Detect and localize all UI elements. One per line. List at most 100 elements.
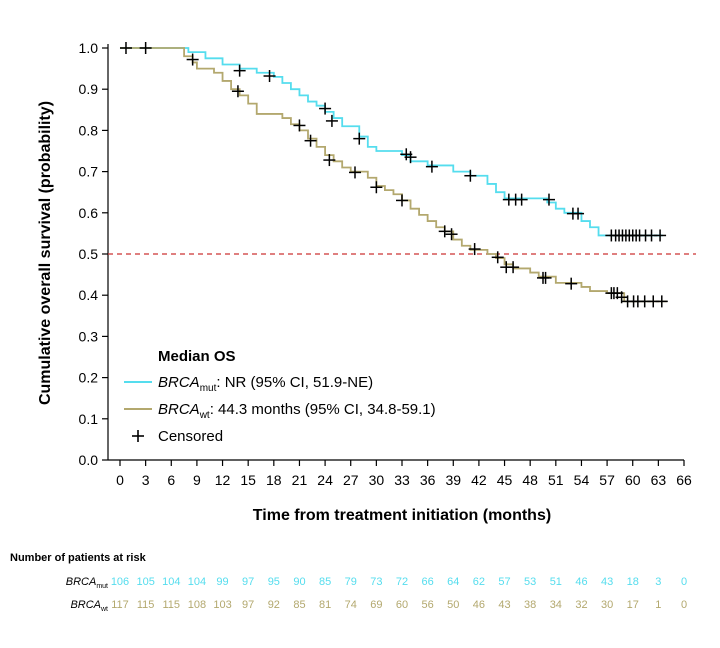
y-tick-label: 0.7 — [79, 164, 99, 180]
y-tick-label: 0.2 — [79, 370, 99, 386]
risk-value: 17 — [627, 599, 639, 611]
censored-marker-brcamut — [464, 169, 477, 182]
censored-marker-brcawt — [231, 85, 244, 98]
x-tick-label: 39 — [445, 472, 461, 488]
x-tick-label: 12 — [215, 472, 231, 488]
censored-marker-brcawt — [655, 295, 668, 308]
x-tick-label: 54 — [574, 472, 590, 488]
x-tick-label: 45 — [497, 472, 513, 488]
censored-marker-brcamut — [515, 193, 528, 206]
x-tick-label: 51 — [548, 472, 564, 488]
risk-value: 1 — [655, 599, 661, 611]
censored-marker-brcawt — [438, 225, 451, 238]
risk-value: 104 — [162, 576, 180, 588]
axes-layer: 0.0 0.1 0.2 0.3 0.4 0.5 0.6 0.7 0.8 0.9 1.0 0 3 6 9 12 1… — [79, 40, 692, 488]
x-tick-label: 42 — [471, 472, 487, 488]
y-tick-label: 0.6 — [79, 205, 99, 221]
risk-row-label-mut: BRCAmut — [66, 576, 108, 590]
risk-value: 46 — [575, 576, 587, 588]
risk-value: 32 — [575, 599, 587, 611]
x-tick-label: 0 — [116, 472, 124, 488]
censored-marker-brcamut — [353, 132, 366, 145]
risk-value: 81 — [319, 599, 331, 611]
risk-table-title: Number of patients at risk — [10, 552, 147, 564]
censored-marker-brcamut — [119, 42, 132, 54]
y-tick-label: 0.1 — [79, 411, 99, 427]
risk-value: 73 — [370, 576, 382, 588]
censored-marker-brcamut — [542, 193, 555, 206]
censored-marker-brcawt — [507, 261, 520, 274]
censored-marker-brcamut — [319, 102, 332, 115]
risk-value: 46 — [473, 599, 485, 611]
censored-marker-brcawt — [445, 228, 458, 241]
risk-value: 115 — [162, 599, 180, 611]
y-tick-label: 0.3 — [79, 328, 99, 344]
x-axis-title: Time from treatment initiation (months) — [253, 507, 551, 524]
risk-value: 57 — [498, 576, 510, 588]
legend-label-censored: Censored — [158, 428, 223, 445]
y-tick-label: 1.0 — [79, 40, 99, 56]
risk-value: 103 — [213, 599, 231, 611]
x-tick-label: 27 — [343, 472, 359, 488]
x-tick-label: 66 — [676, 472, 692, 488]
risk-value: 92 — [268, 599, 280, 611]
x-tick-label: 18 — [266, 472, 282, 488]
x-tick-label: 30 — [369, 472, 385, 488]
censored-marker-brcawt — [396, 194, 408, 207]
censored-marker-brcawt — [491, 251, 504, 264]
censored-marker-brcamut — [139, 42, 152, 54]
censored-marker-brcamut — [325, 114, 338, 127]
risk-value: 51 — [550, 576, 562, 588]
censored-marker-brcamut — [425, 160, 438, 173]
risk-value: 117 — [111, 599, 129, 611]
risk-value: 99 — [216, 576, 228, 588]
x-tick-label: 9 — [193, 472, 201, 488]
censored-marker-brcawt — [304, 134, 317, 147]
risk-value: 66 — [422, 576, 434, 588]
censored-marker-brcawt — [186, 53, 199, 66]
x-tick-label: 33 — [394, 472, 410, 488]
risk-value: 30 — [601, 599, 613, 611]
risk-value: 43 — [601, 576, 613, 588]
y-tick-label: 0.8 — [79, 122, 99, 138]
risk-value: 50 — [447, 599, 459, 611]
legend-label-wt: BRCAwt: 44.3 months (95% CI, 34.8-59.1) — [158, 401, 436, 421]
risk-value: 106 — [111, 576, 129, 588]
risk-value: 38 — [524, 599, 536, 611]
y-axis-title: Cumulative overall survival (probability… — [37, 101, 54, 405]
censored-marker-brcawt — [323, 154, 336, 167]
x-tick-label: 60 — [625, 472, 641, 488]
y-tick-label: 0.0 — [79, 452, 99, 468]
censored-marker-brcamut — [404, 151, 417, 164]
risk-value: 72 — [396, 576, 408, 588]
risk-value: 60 — [396, 599, 408, 611]
x-tick-label: 48 — [522, 472, 538, 488]
risk-value: 56 — [422, 599, 434, 611]
censored-marker-brcamut — [263, 70, 276, 83]
risk-value: 97 — [242, 599, 254, 611]
risk-value: 53 — [524, 576, 536, 588]
risk-value: 18 — [627, 576, 639, 588]
risk-row-label-wt: BRCAwt — [70, 599, 108, 613]
series-line-brcamut — [120, 47, 663, 237]
y-tick-label: 0.5 — [79, 246, 99, 262]
y-tick-label: 0.4 — [79, 287, 99, 303]
legend-label-mut: BRCAmut: NR (95% CI, 51.9-NE) — [158, 374, 373, 394]
censored-marker-brcawt — [349, 166, 361, 179]
risk-value: 108 — [188, 599, 206, 611]
series-layer — [119, 42, 668, 308]
x-tick-label: 3 — [142, 472, 150, 488]
risk-value: 85 — [319, 576, 331, 588]
x-tick-label: 36 — [420, 472, 436, 488]
risk-value: 85 — [293, 599, 305, 611]
y-tick-label: 0.9 — [79, 81, 99, 97]
risk-value: 43 — [498, 599, 510, 611]
censored-marker-brcamut — [572, 207, 585, 220]
series-line-brcawt — [120, 47, 667, 303]
censored-marker-brcawt — [293, 119, 306, 132]
risk-value: 0 — [681, 599, 687, 611]
risk-value: 115 — [137, 599, 155, 611]
censored-marker-brcamut — [654, 229, 667, 242]
risk-value: 34 — [550, 599, 562, 611]
x-tick-label: 57 — [599, 472, 615, 488]
